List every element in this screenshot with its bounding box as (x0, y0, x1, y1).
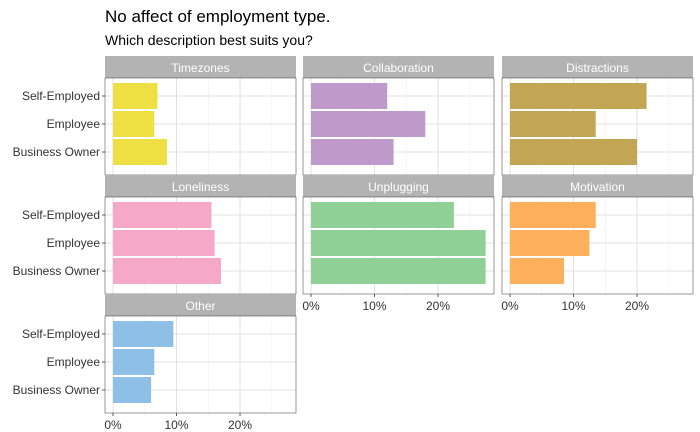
bar-motivation-employee (510, 230, 590, 256)
x-tick-label: 10% (362, 299, 386, 313)
strip-label-other: Other (185, 299, 215, 313)
bar-distractions-employee (510, 111, 596, 137)
bar-loneliness-employee (113, 230, 215, 256)
chart-subtitle: Which description best suits you? (105, 32, 313, 48)
x-tick-label: 0% (501, 299, 519, 313)
strip-motivation (502, 175, 693, 197)
panel-border-motivation (501, 196, 694, 295)
panel-border-other (104, 315, 297, 414)
y-tick-label: Employee (47, 236, 101, 250)
bar-unplugging-business-owner (311, 258, 486, 284)
bar-distractions-self-employed (510, 83, 647, 109)
x-tick-label: 0% (302, 299, 320, 313)
y-tick-label: Employee (47, 355, 101, 369)
strip-label-collaboration: Collaboration (363, 61, 434, 75)
bar-other-employee (113, 349, 155, 375)
bar-collaboration-business-owner (311, 139, 394, 165)
bar-distractions-business-owner (510, 139, 638, 165)
bar-unplugging-self-employed (311, 202, 454, 228)
y-tick-label: Self-Employed (22, 208, 100, 222)
bar-loneliness-business-owner (113, 258, 221, 284)
bar-timezones-employee (113, 111, 155, 137)
bar-collaboration-self-employed (311, 83, 388, 109)
strip-label-loneliness: Loneliness (172, 180, 229, 194)
x-tick-label: 20% (426, 299, 450, 313)
bar-motivation-business-owner (510, 258, 564, 284)
bar-timezones-business-owner (113, 139, 167, 165)
x-tick-label: 10% (164, 418, 188, 432)
y-tick-label: Employee (47, 117, 101, 131)
chart-title: No affect of employment type. (105, 7, 331, 26)
strip-label-unplugging: Unplugging (368, 180, 429, 194)
panel-border-unplugging (302, 196, 495, 295)
strip-label-motivation: Motivation (570, 180, 625, 194)
bar-other-business-owner (113, 377, 152, 403)
strip-collaboration (303, 56, 494, 78)
x-tick-label: 20% (228, 418, 252, 432)
strip-loneliness (105, 175, 296, 197)
x-tick-label: 20% (625, 299, 649, 313)
strip-unplugging (303, 175, 494, 197)
strip-distractions (502, 56, 693, 78)
y-tick-label: Business Owner (13, 383, 100, 397)
strip-label-distractions: Distractions (566, 61, 629, 75)
strip-label-timezones: Timezones (171, 61, 229, 75)
x-tick-label: 0% (104, 418, 122, 432)
bar-collaboration-employee (311, 111, 426, 137)
x-tick-label: 10% (561, 299, 585, 313)
bar-motivation-self-employed (510, 202, 596, 228)
y-tick-label: Business Owner (13, 264, 100, 278)
bar-timezones-self-employed (113, 83, 158, 109)
y-tick-label: Business Owner (13, 145, 100, 159)
bar-other-self-employed (113, 321, 174, 347)
bar-unplugging-employee (311, 230, 486, 256)
bar-loneliness-self-employed (113, 202, 212, 228)
strip-timezones (105, 56, 296, 78)
y-tick-label: Self-Employed (22, 327, 100, 341)
y-tick-label: Self-Employed (22, 89, 100, 103)
strip-other (105, 294, 296, 316)
